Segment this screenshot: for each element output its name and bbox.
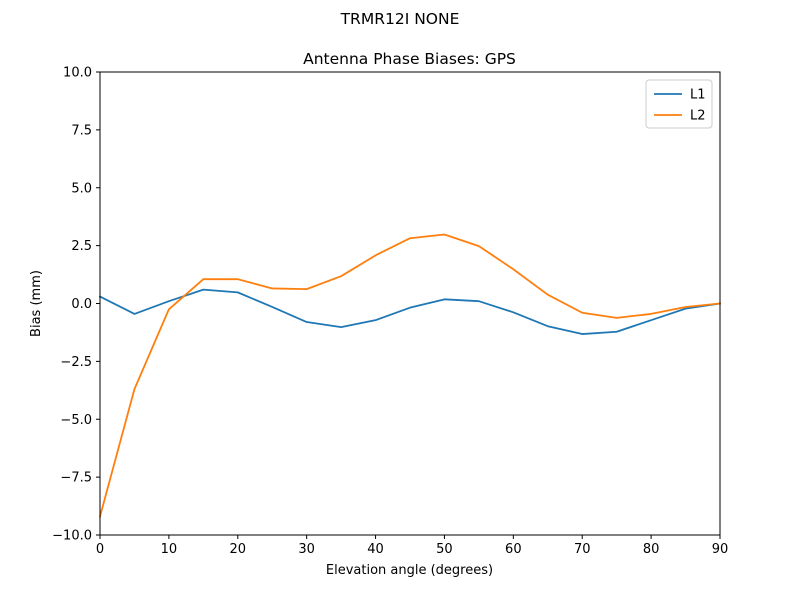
x-tick-label: 10 (161, 542, 178, 557)
y-tick-label: 0.0 (71, 297, 92, 312)
y-tick-label: 2.5 (71, 239, 92, 254)
y-axis-label: Bias (mm) (29, 270, 44, 337)
y-tick-label: −10.0 (52, 529, 92, 544)
legend-label-l2: L2 (690, 109, 706, 124)
x-tick-label: 70 (574, 542, 591, 557)
x-tick-label: 50 (436, 542, 453, 557)
y-tick-label: −2.5 (60, 355, 92, 370)
plot-background (100, 72, 720, 535)
y-tick-label: 10.0 (63, 66, 92, 81)
x-tick-label: 30 (298, 542, 315, 557)
y-tick-label: −5.0 (60, 413, 92, 428)
y-tick-label: 7.5 (71, 123, 92, 138)
x-tick-label: 90 (712, 542, 729, 557)
y-tick-label: 5.0 (71, 181, 92, 196)
figure-suptitle: TRMR12I NONE (340, 10, 460, 28)
series-line-l2 (98, 233, 721, 518)
x-tick-label: 20 (230, 542, 247, 557)
y-tick-label: −7.5 (60, 471, 92, 486)
legend-box (645, 79, 713, 129)
plot-area (100, 72, 720, 535)
x-tick-label: 0 (96, 542, 104, 557)
chart-title: Antenna Phase Biases: GPS (303, 50, 516, 68)
x-tick-label: 40 (367, 542, 384, 557)
legend-label-l1: L1 (690, 88, 706, 103)
axes-layer: 0 10 20 30 40 50 60 70 80 90 −10.0 −7.5 −5.0 −2.5 0.0 2… (52, 66, 728, 558)
x-tick-label: 80 (643, 542, 660, 557)
x-axis-label: Elevation angle (degrees) (326, 563, 493, 578)
series-layer (98, 233, 722, 518)
x-tick-label: 60 (505, 542, 522, 557)
series-line-l1 (98, 288, 722, 335)
